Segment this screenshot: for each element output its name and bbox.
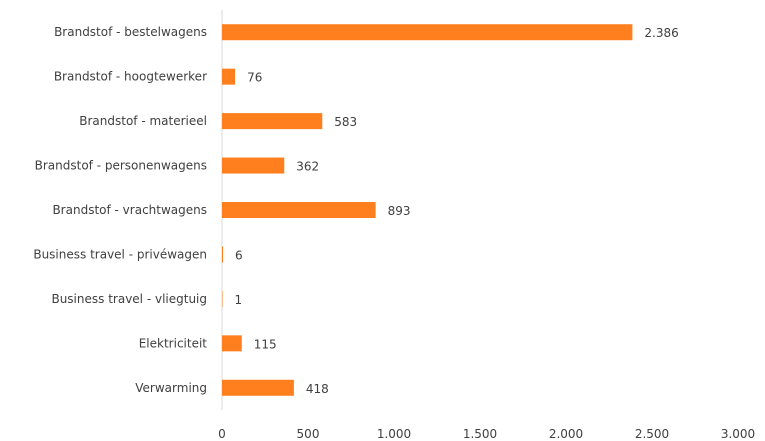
x-tick-label: 2.500 <box>635 427 669 441</box>
bar <box>222 246 224 263</box>
data-label: 418 <box>306 382 329 396</box>
bar <box>222 335 242 352</box>
category-label: Business travel - privéwagen <box>33 247 207 261</box>
data-label: 583 <box>334 115 357 129</box>
category-label: Brandstof - bestelwagens <box>54 25 207 39</box>
x-tick-label: 3.000 <box>721 427 755 441</box>
x-tick-label: 0 <box>218 427 226 441</box>
x-tick-label: 2.000 <box>549 427 583 441</box>
x-tick-label: 500 <box>297 427 320 441</box>
bar <box>222 157 285 174</box>
bar <box>222 379 294 396</box>
bar <box>222 202 376 218</box>
bar <box>222 290 223 307</box>
bar <box>222 113 323 130</box>
category-label: Brandstof - personenwagens <box>35 159 207 173</box>
category-label: Business travel - vliegtuig <box>51 292 207 306</box>
data-label: 115 <box>254 337 277 351</box>
data-label: 76 <box>247 71 262 85</box>
category-label: Brandstof - hoogtewerker <box>54 70 207 84</box>
data-label: 362 <box>296 160 319 174</box>
category-label: Brandstof - materieel <box>79 114 207 128</box>
category-label: Brandstof - vrachtwagens <box>52 203 207 217</box>
data-label: 1 <box>235 293 243 307</box>
category-label: Verwarming <box>135 381 207 395</box>
bar <box>222 24 633 41</box>
bar <box>222 68 236 85</box>
x-tick-label: 1.500 <box>463 427 497 441</box>
data-label: 893 <box>388 204 411 218</box>
data-label: 6 <box>235 248 243 262</box>
x-tick-label: 1.000 <box>377 427 411 441</box>
data-label: 2.386 <box>644 26 678 40</box>
category-label: Elektriciteit <box>139 336 208 350</box>
